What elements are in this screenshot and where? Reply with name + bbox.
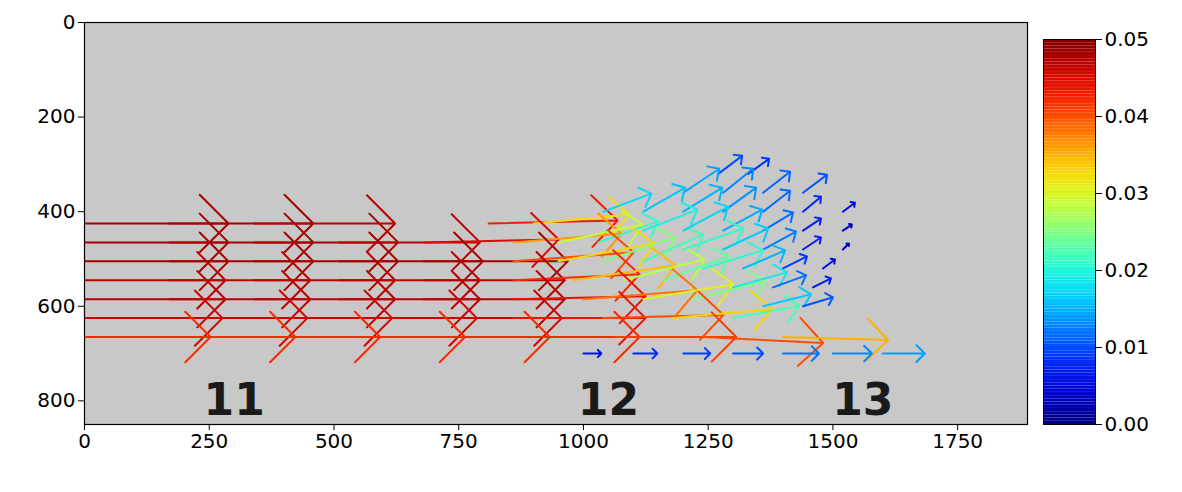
svg-text:0.00: 0.00 <box>1105 412 1150 436</box>
svg-text:11: 11 <box>204 374 265 425</box>
svg-text:200: 200 <box>37 104 75 128</box>
svg-text:1500: 1500 <box>807 429 858 453</box>
svg-text:600: 600 <box>37 294 75 318</box>
svg-text:0: 0 <box>63 10 76 34</box>
svg-text:0.01: 0.01 <box>1105 335 1150 359</box>
svg-text:0.03: 0.03 <box>1105 181 1150 205</box>
svg-text:0.05: 0.05 <box>1105 27 1150 51</box>
svg-text:400: 400 <box>37 199 75 223</box>
svg-text:1750: 1750 <box>932 429 983 453</box>
svg-text:13: 13 <box>832 374 893 425</box>
svg-text:0.04: 0.04 <box>1105 104 1150 128</box>
svg-text:1250: 1250 <box>683 429 734 453</box>
svg-text:1000: 1000 <box>558 429 609 453</box>
svg-text:250: 250 <box>190 429 228 453</box>
svg-text:750: 750 <box>440 429 478 453</box>
svg-text:0.02: 0.02 <box>1105 258 1150 282</box>
svg-text:800: 800 <box>37 388 75 412</box>
svg-text:500: 500 <box>315 429 353 453</box>
svg-text:12: 12 <box>578 374 639 425</box>
svg-text:0: 0 <box>78 429 91 453</box>
